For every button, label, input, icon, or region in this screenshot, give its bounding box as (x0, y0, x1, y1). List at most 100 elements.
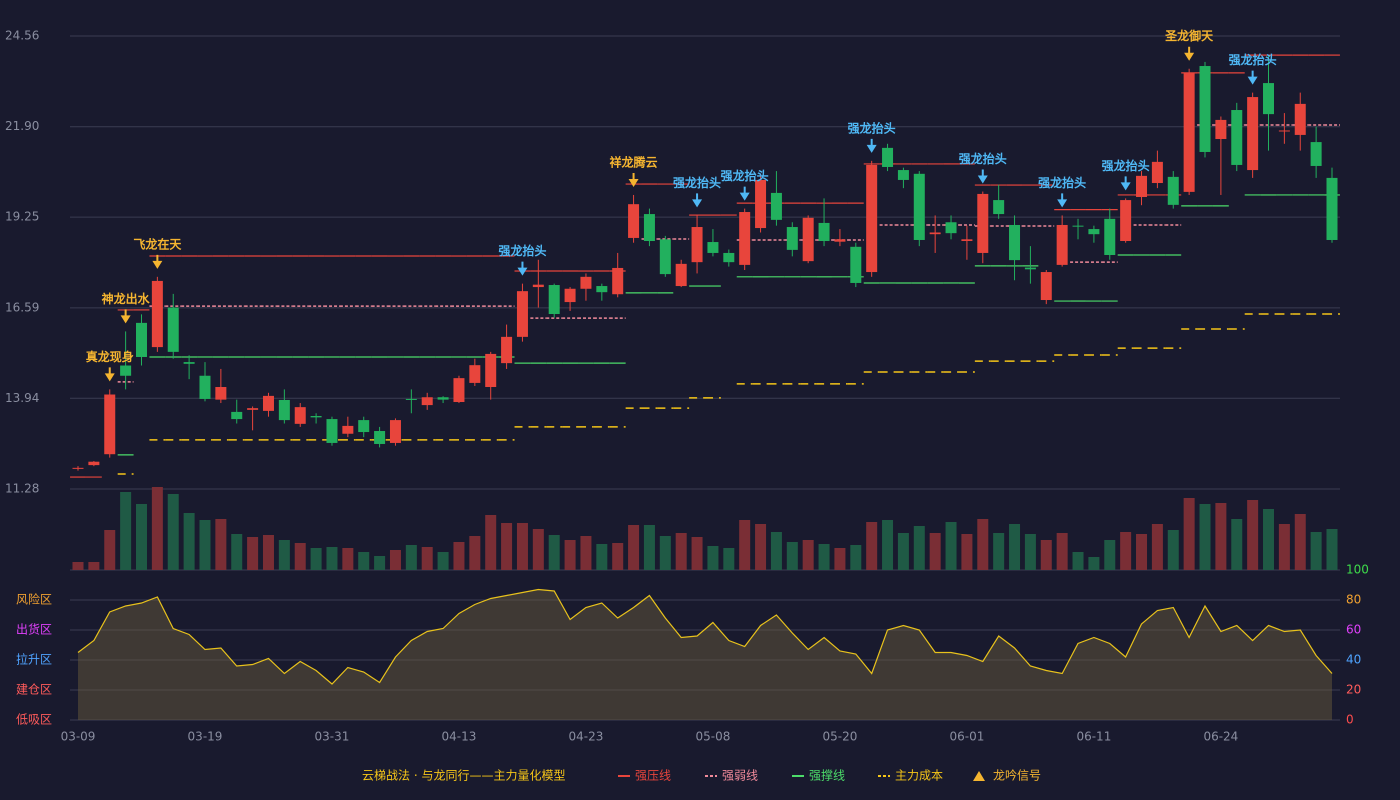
x-tick-label: 04-23 (569, 730, 604, 744)
candle-body (1009, 224, 1021, 261)
candle-body (501, 336, 513, 364)
volume-bar (1294, 514, 1306, 570)
y-tick-label: 21.90 (5, 119, 39, 133)
volume-bar (691, 537, 703, 570)
signal-arrow (866, 138, 877, 153)
volume-bar (548, 535, 560, 570)
y-tick-label: 24.56 (5, 29, 39, 43)
candle-body (1215, 119, 1227, 140)
volume-bar (882, 520, 894, 570)
volume-bar (183, 513, 195, 570)
candle-body (469, 365, 481, 383)
volume-bar (135, 504, 147, 570)
y-tick-label: 16.59 (5, 300, 39, 314)
candle-body (120, 365, 132, 376)
volume-bar (516, 523, 528, 570)
legend-label: 龙吟信号 (993, 768, 1041, 783)
candle-body (389, 420, 401, 443)
volume-bar (866, 522, 878, 570)
candle-body (818, 222, 830, 242)
candle-body (1326, 177, 1338, 240)
y-tick-label: 60 (1346, 623, 1361, 637)
candle-body (215, 387, 227, 400)
candle-body (1183, 72, 1195, 192)
zone-label: 低吸区 (16, 713, 52, 727)
y-tick-label: 11.28 (5, 482, 39, 496)
candle-body (405, 398, 417, 400)
signal-label: 强龙抬头 (673, 175, 721, 190)
volume-bar (929, 533, 941, 570)
volume-bar (596, 544, 608, 570)
candle-body (945, 222, 957, 234)
volume-bar (1215, 503, 1227, 570)
candle-body (1072, 225, 1084, 227)
legend-label: 强弱线 (722, 769, 758, 783)
candle-body (358, 420, 370, 433)
candle-body (421, 397, 433, 406)
signal-arrow (692, 193, 703, 208)
candle-body (485, 353, 497, 388)
signal-label: 强龙抬头 (959, 151, 1007, 166)
signal-arrow (628, 172, 639, 187)
candle-body (628, 204, 640, 238)
candle-body (675, 263, 687, 287)
volume-bar (1088, 557, 1100, 570)
legend-title: 云梯战法 · 与龙同行——主力量化模型 (362, 769, 565, 783)
volume-bar (993, 533, 1005, 570)
x-tick-label: 06-24 (1203, 730, 1238, 744)
y-tick-label: 13.94 (5, 391, 39, 405)
volume-bar (945, 522, 957, 570)
candle-body (1104, 218, 1116, 255)
volume-bar (199, 520, 211, 570)
candle-body (929, 232, 941, 235)
volume-bar (1167, 530, 1179, 570)
volume-bar (1199, 504, 1211, 570)
volume-bar (1136, 534, 1148, 570)
candle-body (1231, 110, 1243, 165)
candle-body (1151, 161, 1163, 184)
candle-body (262, 395, 274, 411)
signal-arrow (120, 309, 131, 324)
volume-bar (834, 548, 846, 570)
candle-body (135, 322, 147, 357)
candle-body (1088, 229, 1100, 235)
candle-body (374, 431, 386, 444)
x-tick-label: 06-01 (949, 730, 984, 744)
volume-bar (1072, 552, 1084, 570)
candle-body (786, 227, 798, 250)
candle-body (88, 461, 100, 466)
legend-label: 强压线 (635, 769, 671, 783)
legend-label: 强撑线 (809, 768, 845, 783)
volume-bar (501, 523, 513, 570)
volume-bar (723, 548, 735, 570)
signal-label: 真龙现身 (86, 349, 134, 364)
candle-body (691, 227, 703, 263)
candle-body (564, 288, 576, 303)
candle-body (850, 246, 862, 283)
candle-body (342, 425, 354, 434)
volume-bar (1183, 498, 1195, 570)
y-tick-label: 19.25 (5, 210, 39, 224)
signal-label: 强龙抬头 (498, 243, 546, 258)
candle-body (1136, 175, 1148, 198)
volume-bar (310, 548, 322, 570)
signal-arrow (977, 169, 988, 184)
volume-bar (358, 552, 370, 570)
volume-bar (818, 544, 830, 570)
signal-label: 神龙出水 (102, 291, 151, 306)
candle-body (802, 217, 814, 262)
candle-body (723, 252, 735, 263)
x-tick-label: 06-11 (1076, 730, 1111, 744)
zone-label: 拉升区 (16, 652, 52, 667)
candle-body (612, 267, 624, 295)
candle-body (199, 375, 211, 399)
volume-bar (151, 487, 163, 570)
candle-body (643, 214, 655, 242)
candle-body (866, 164, 878, 273)
candle-body (913, 173, 925, 240)
area-fill (78, 589, 1332, 720)
signal-arrow (1057, 193, 1068, 208)
candle-body (1024, 267, 1036, 270)
x-tick-label: 05-08 (695, 730, 730, 744)
